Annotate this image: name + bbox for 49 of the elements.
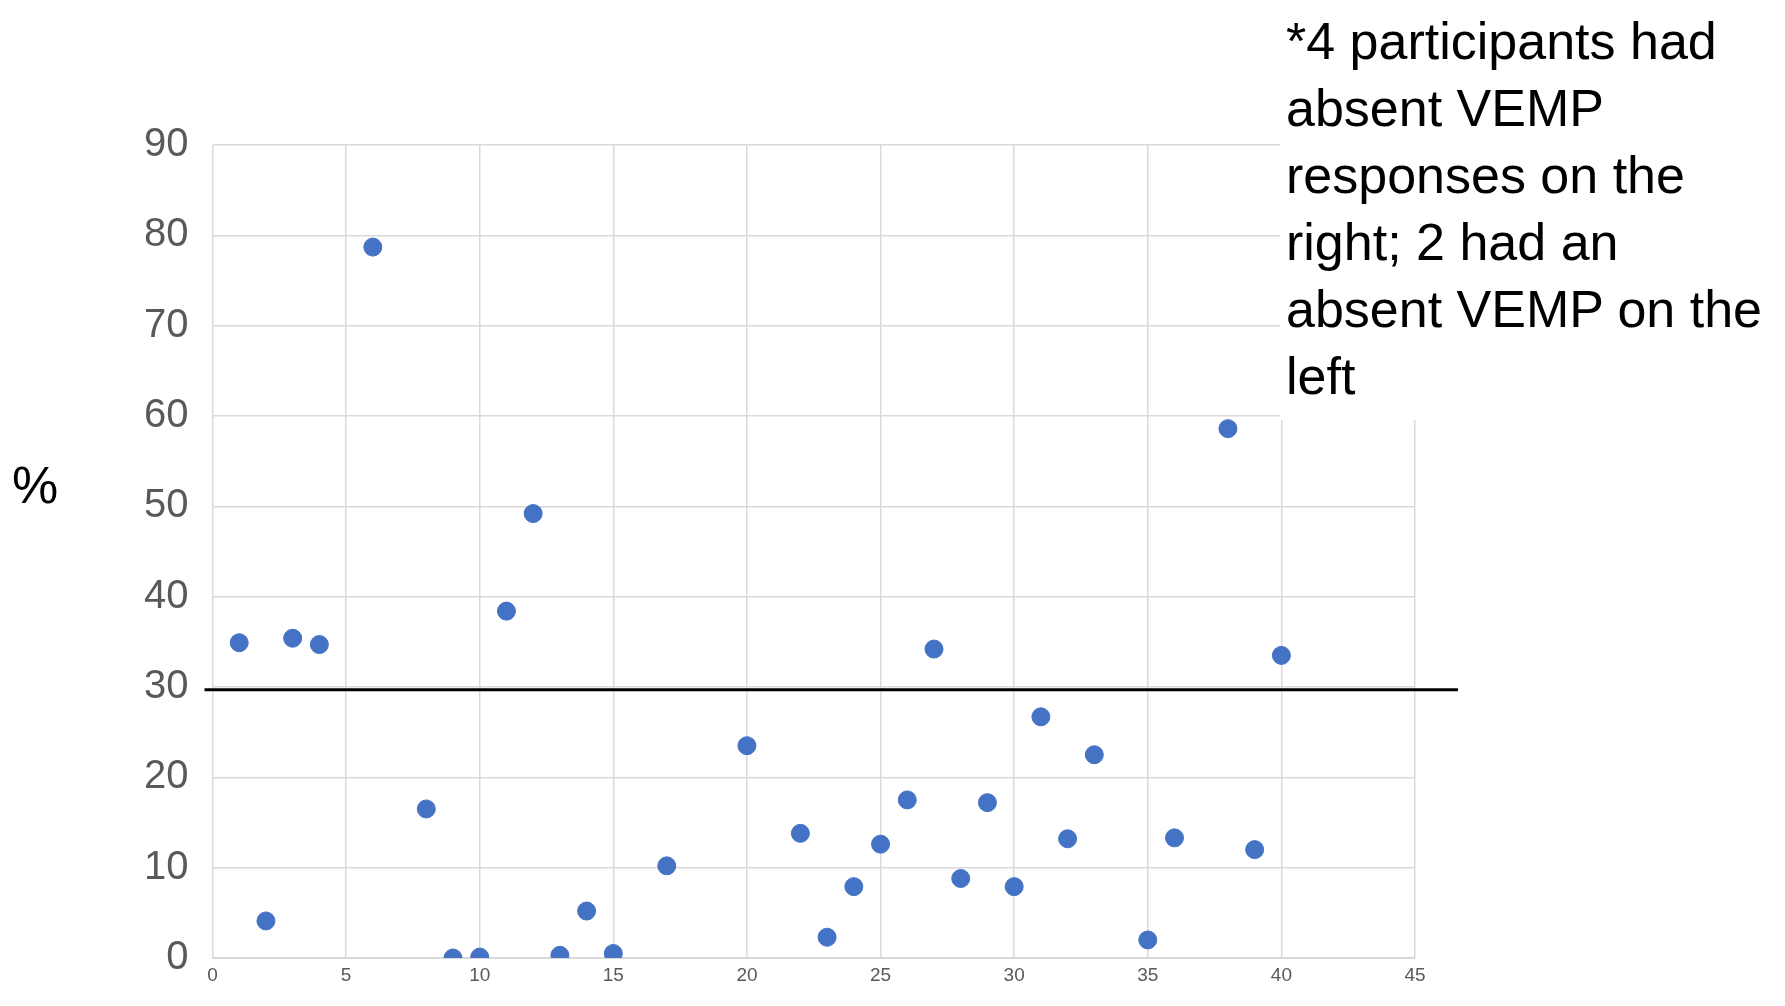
x-tick-label: 0 <box>207 963 218 985</box>
y-tick-label: 40 <box>143 571 189 616</box>
point <box>924 639 944 659</box>
y-tick-label: 80 <box>143 210 189 255</box>
point <box>283 628 303 648</box>
point <box>256 911 276 931</box>
point <box>577 901 597 921</box>
point <box>309 635 329 655</box>
point <box>951 869 971 889</box>
y-tick-label: 60 <box>143 391 189 436</box>
point <box>1245 840 1265 860</box>
point <box>977 793 997 813</box>
y-tick-label: 10 <box>143 842 189 887</box>
point <box>1031 707 1051 727</box>
y-tick-label: 50 <box>143 481 189 526</box>
point <box>817 927 837 947</box>
x-tick-label: 40 <box>1270 963 1292 985</box>
point <box>496 601 516 621</box>
point <box>229 633 249 653</box>
x-tick-label: 45 <box>1404 963 1426 985</box>
point <box>1138 930 1158 950</box>
x-tick-label: 5 <box>340 963 352 985</box>
y-tick-label: 20 <box>143 752 189 797</box>
point <box>871 834 891 854</box>
x-tick-label: 15 <box>602 963 624 985</box>
x-tick-label: 35 <box>1137 963 1159 985</box>
x-tick-label: 20 <box>736 963 758 985</box>
point <box>1271 645 1291 665</box>
x-tick-label: 25 <box>869 963 892 985</box>
point <box>363 237 383 257</box>
y-tick-label: 90 <box>143 120 189 165</box>
point <box>1165 828 1184 848</box>
x-tick-label: 10 <box>469 963 491 985</box>
point <box>416 799 436 819</box>
y-axis-title: % <box>12 455 59 515</box>
point <box>1058 829 1078 849</box>
point <box>1084 745 1104 765</box>
annotation: *4 participants had absent VEMP responses on the right; 2 had an absent VEMP on the left <box>1280 8 1785 420</box>
point <box>523 504 543 524</box>
y-tick-label: 70 <box>143 300 189 345</box>
point <box>897 790 917 810</box>
x-tick-label: 30 <box>1003 963 1025 985</box>
point <box>790 823 810 843</box>
point <box>737 736 757 756</box>
point <box>657 856 677 876</box>
y-tick-label: 30 <box>143 662 189 707</box>
point <box>844 877 864 897</box>
point <box>1218 419 1238 439</box>
point <box>1004 877 1024 897</box>
